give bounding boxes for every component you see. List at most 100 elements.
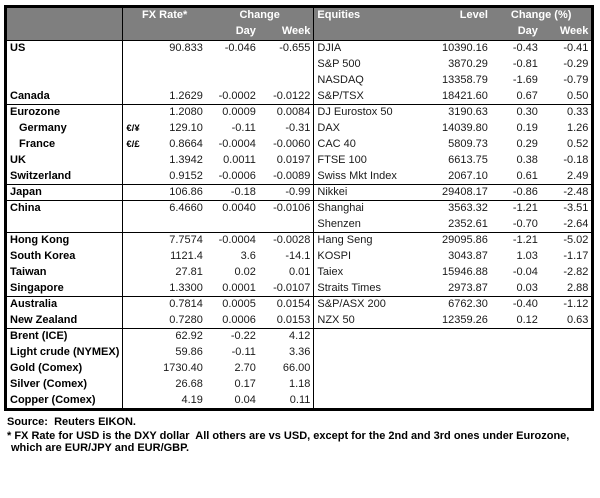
row-label: France	[5, 136, 124, 153]
table-row: France €/£ 0.8664 -0.0004 -0.0060 CAC 40 5809.…	[5, 136, 593, 153]
equity-level-value: 5809.73	[448, 138, 488, 150]
equity-day-change-value: 0.12	[516, 313, 538, 326]
equity-name: Nikkei	[313, 184, 407, 201]
equity-day-change-value: -0.86	[490, 184, 541, 201]
fx-week-change-value	[258, 56, 315, 73]
header-empty-cell	[5, 23, 124, 41]
equity-level-value: 2973.87	[448, 281, 488, 294]
currency-pair-symbol	[123, 153, 156, 169]
source-note: Source: Reuters EIKON.	[7, 415, 136, 428]
equity-change-pct-column-header: Change (%)	[490, 6, 593, 24]
equity-name	[314, 345, 407, 361]
equity-week-change-value: -0.79	[563, 74, 589, 86]
equity-week-change-value: -0.41	[563, 42, 589, 55]
equity-day-change-value: -1.21	[490, 200, 541, 217]
fx-day-change-value: -0.22	[205, 328, 259, 345]
row-label: Gold (Comex)	[5, 360, 124, 377]
equity-name: NZX 50	[317, 313, 355, 326]
equity-level-value: 13358.79	[442, 74, 488, 86]
header-empty-cell	[122, 23, 156, 41]
equity-level-value	[407, 377, 491, 393]
fx-rate-value: 7.7574	[155, 232, 206, 249]
table-row: Canada 1.2629 -0.0002 -0.0122 S&P/TSX 18421.6…	[5, 88, 593, 105]
currency-pair-symbol	[122, 104, 156, 121]
fx-rate-footnote-line1: * FX Rate for USD is the DXY dollar All …	[7, 429, 570, 442]
fx-week-change-value: 0.11	[258, 392, 315, 409]
fx-week-change-value: -0.0028	[258, 232, 315, 249]
row-label: Canada	[5, 88, 124, 105]
equity-name: FTSE 100	[317, 154, 367, 166]
equity-day-change-value: -1.21	[490, 232, 541, 249]
fx-rate-value	[156, 217, 206, 233]
fx-day-change-value: -0.11	[231, 122, 256, 134]
fx-week-subheader: Week	[258, 23, 315, 41]
equity-day-change-value	[491, 393, 541, 410]
fx-rate-value: 1.2629	[169, 89, 203, 102]
fx-week-change-value: 0.0084	[258, 104, 315, 121]
fx-week-change-value: 3.36	[258, 344, 315, 361]
fx-rate-value: 0.7280	[169, 313, 203, 326]
row-label: Copper (Comex)	[5, 392, 124, 409]
equity-week-subheader: Week	[540, 23, 593, 41]
table-row: Switzerland 0.9152 -0.0006 -0.0089 Swiss Mkt…	[5, 168, 593, 185]
equity-name: DJ Eurostox 50	[313, 104, 407, 121]
equity-day-change-value: 0.38	[516, 154, 538, 166]
equity-level-value: 15946.88	[442, 266, 488, 278]
fx-day-change-value: -0.0002	[218, 89, 256, 102]
currency-pair-symbol	[123, 281, 156, 297]
row-label: Germany	[5, 120, 124, 137]
fx-rate-footnote-line2: which are EUR/JPY and EUR/GBP.	[11, 441, 190, 454]
equity-day-change-value: 0.67	[516, 89, 538, 102]
fx-day-change-value: -0.0004	[218, 138, 256, 150]
equity-day-subheader: Day	[490, 23, 541, 41]
fx-week-change-value: 0.0153	[258, 312, 315, 329]
currency-pair-symbol	[123, 73, 156, 89]
fx-day-change-value: -0.0004	[205, 232, 259, 249]
fx-rate-value: 1.3300	[169, 281, 203, 294]
equity-level-value	[407, 361, 491, 377]
fx-rate-value	[156, 73, 206, 89]
row-label	[5, 216, 124, 233]
equity-level-value: 29408.17	[406, 184, 491, 201]
fx-week-change-value: -0.655	[258, 40, 315, 57]
equity-day-change-value: 0.19	[516, 122, 538, 134]
row-label: Singapore	[5, 280, 124, 297]
row-label: UK	[5, 152, 124, 169]
fx-day-change-value: -0.0006	[218, 169, 256, 182]
currency-pair-symbol	[123, 169, 156, 185]
equity-week-change-value	[540, 328, 593, 345]
table-row: Singapore 1.3300 0.0001 -0.0107 Straits Time…	[5, 280, 593, 297]
equity-level-value	[406, 328, 491, 345]
equity-week-change-value: -2.48	[540, 184, 593, 201]
fx-rate-value: 129.10	[169, 122, 203, 134]
equity-week-change-value: 0.52	[566, 138, 589, 150]
fx-week-change-value	[258, 72, 315, 89]
equity-day-change-value: 0.61	[516, 169, 538, 182]
row-label: Japan	[5, 184, 124, 201]
equity-name	[314, 361, 407, 377]
equity-week-change-value: 2.88	[566, 281, 589, 294]
row-label: New Zealand	[5, 312, 124, 329]
equity-level-value: 10390.16	[442, 42, 488, 55]
fx-week-change-value: -0.31	[258, 120, 315, 137]
equity-level-value: 6762.30	[406, 296, 491, 313]
row-label	[5, 72, 124, 89]
equity-name: DAX	[317, 122, 341, 134]
equity-level-value: 3870.29	[448, 58, 488, 70]
fx-week-change-value: -0.0106	[258, 200, 315, 217]
fx-week-change-value: 0.01	[258, 264, 315, 281]
equity-name: S&P/TSX	[317, 89, 364, 102]
currency-pair-symbol	[123, 345, 156, 361]
fx-day-change-value: 0.0011	[223, 154, 256, 166]
fx-rate-value: 6.4660	[155, 200, 206, 217]
row-label: Australia	[5, 296, 124, 313]
equity-week-change-value: 0.33	[540, 104, 593, 121]
fx-day-change-value: 0.0001	[222, 281, 256, 294]
row-label: Hong Kong	[5, 232, 124, 249]
equity-week-change-value: -5.02	[540, 232, 593, 249]
equity-day-change-value: 0.30	[490, 104, 541, 121]
equity-week-change-value: 1.26	[566, 122, 589, 134]
fx-rate-value: 106.86	[155, 184, 206, 201]
table-row: Japan 106.86 -0.18 -0.99 Nikkei 29408.17 -0.86…	[5, 184, 593, 201]
equity-level-value: 2067.10	[448, 169, 488, 182]
